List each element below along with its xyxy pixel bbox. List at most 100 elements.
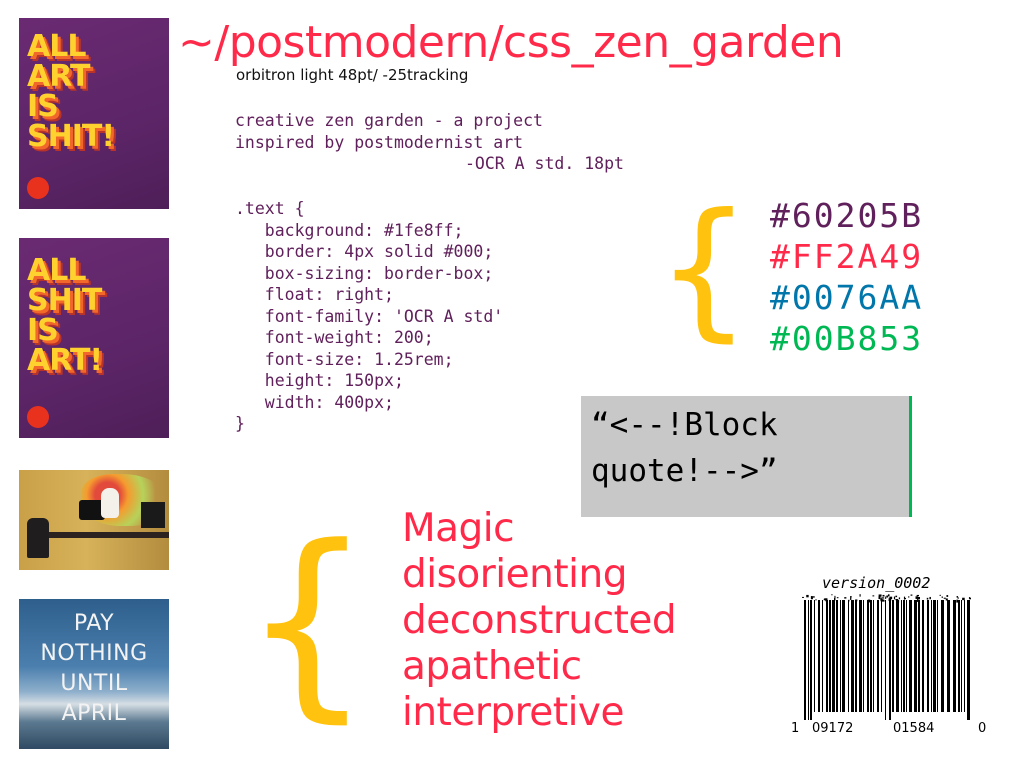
sale-badge-icon xyxy=(27,177,49,199)
barcode-speck xyxy=(823,598,827,601)
barcode-speck xyxy=(850,597,852,600)
barcode-speck xyxy=(834,595,836,599)
adjective: Magic xyxy=(402,506,515,551)
page-title: ~/postmodern/css_zen_garden xyxy=(178,17,844,68)
barcode-bar xyxy=(889,600,891,720)
barcode-speck xyxy=(881,597,885,599)
barcode-bar xyxy=(892,600,894,712)
barcode-bar xyxy=(832,600,835,712)
barcode-bar xyxy=(851,600,854,712)
barcode-bar xyxy=(822,600,823,712)
barcode-speck xyxy=(836,597,839,599)
barcode-bar xyxy=(848,600,849,712)
barcode-bar xyxy=(804,600,806,720)
barcode-speck xyxy=(916,594,919,597)
adjective: apathetic xyxy=(402,644,582,689)
blockquote-line: quote!-->” xyxy=(591,453,778,489)
font-credit: -OCR A std. 18pt xyxy=(465,154,624,173)
barcode-speck xyxy=(833,597,836,601)
barcode-bar xyxy=(967,600,970,720)
barcode-bar xyxy=(863,600,864,712)
barcode-speck xyxy=(926,597,929,600)
barcode-bar xyxy=(931,600,932,712)
barcode-bar xyxy=(829,600,831,712)
barcode-speck xyxy=(881,599,885,602)
barcode-bar xyxy=(810,600,812,720)
barcode-bar xyxy=(937,600,938,712)
barcode-speck xyxy=(889,596,893,600)
font-caption: orbitron light 48pt/ -25tracking xyxy=(236,66,469,84)
barcode-speck xyxy=(831,594,833,596)
barcode-speck xyxy=(848,599,850,602)
barcode-bar xyxy=(881,600,882,712)
poster-text: ALL SHIT IS ART! xyxy=(27,253,103,378)
barcode-digit: 09172 xyxy=(812,721,854,736)
unicorn-icon xyxy=(101,488,119,518)
barcode-bar xyxy=(927,600,929,712)
barcode-bar xyxy=(818,600,820,712)
adjective: interpretive xyxy=(402,690,625,735)
barcode-bar xyxy=(808,600,809,720)
barcode-speck xyxy=(867,599,871,603)
barcode-speck xyxy=(878,594,882,597)
barcode-bar xyxy=(814,600,815,712)
barcode-speck xyxy=(896,599,900,603)
curly-brace-icon: { xyxy=(242,503,373,741)
barcode-bar xyxy=(964,600,965,712)
barcode-bar xyxy=(855,600,857,712)
barcode-bar xyxy=(873,600,874,712)
barcode-speck xyxy=(939,594,941,596)
office-chair xyxy=(27,518,49,558)
barcode-speck xyxy=(941,596,943,598)
barcode-bar xyxy=(961,600,962,712)
barcode-speck xyxy=(962,597,965,601)
color-swatch-red: #FF2A49 xyxy=(770,237,924,276)
css-code-sample: .text { background: #1fe8ff; border: 4px… xyxy=(235,199,504,433)
barcode-bar xyxy=(870,600,872,712)
barcode-speck xyxy=(943,597,946,599)
sale-badge-icon xyxy=(27,406,49,428)
barcode-bar xyxy=(918,600,920,712)
barcode-speck xyxy=(910,594,913,596)
barcode-speck xyxy=(850,596,852,598)
barcode-bar xyxy=(896,600,899,712)
unicorn-office-photo xyxy=(19,470,169,570)
poster-text: PAY NOTHING UNTIL APRIL xyxy=(40,611,148,726)
adjective: disorienting xyxy=(402,552,627,597)
barcode-bar xyxy=(842,600,845,712)
barcode-bar xyxy=(840,600,841,712)
desk xyxy=(49,532,169,538)
color-swatch-blue: #0076AA xyxy=(770,278,924,317)
adjective: deconstructed xyxy=(402,598,677,643)
barcode-bar xyxy=(859,600,862,712)
barcode-speck xyxy=(885,596,887,600)
monitor-icon xyxy=(141,502,165,528)
color-swatch-purple: #60205B xyxy=(770,196,924,235)
barcode-speck xyxy=(825,598,828,602)
barcode-speck xyxy=(813,596,815,598)
barcode-digit: 0 xyxy=(978,721,987,736)
barcode-bar xyxy=(885,600,886,720)
barcode-digit: 1 xyxy=(791,721,800,736)
barcode-bar xyxy=(826,600,828,712)
barcode-bar xyxy=(933,600,936,712)
poster-all-shit-is-art: ALL SHIT IS ART! xyxy=(19,238,169,438)
barcode-bar xyxy=(867,600,869,712)
barcode-speck xyxy=(946,595,949,597)
poster-text: ALL ART IS SHIT! xyxy=(27,29,115,154)
barcode-speck xyxy=(888,598,892,602)
barcode-speck xyxy=(844,597,847,599)
barcode-bar xyxy=(958,600,960,712)
barcode-speck xyxy=(872,595,875,597)
version-label: version_0002 xyxy=(822,574,931,592)
barcode-speck xyxy=(916,599,919,602)
top-hat-icon xyxy=(79,500,105,520)
barcode-speck xyxy=(878,596,881,600)
barcode-digit: 01584 xyxy=(893,721,935,736)
barcode-bar xyxy=(903,600,905,712)
barcode-speck xyxy=(945,598,948,601)
barcode-speck xyxy=(802,596,804,598)
poster-all-art-is-shit: ALL ART IS SHIT! xyxy=(19,18,169,209)
barcode-speck xyxy=(898,597,901,600)
barcode-speck xyxy=(886,595,889,598)
